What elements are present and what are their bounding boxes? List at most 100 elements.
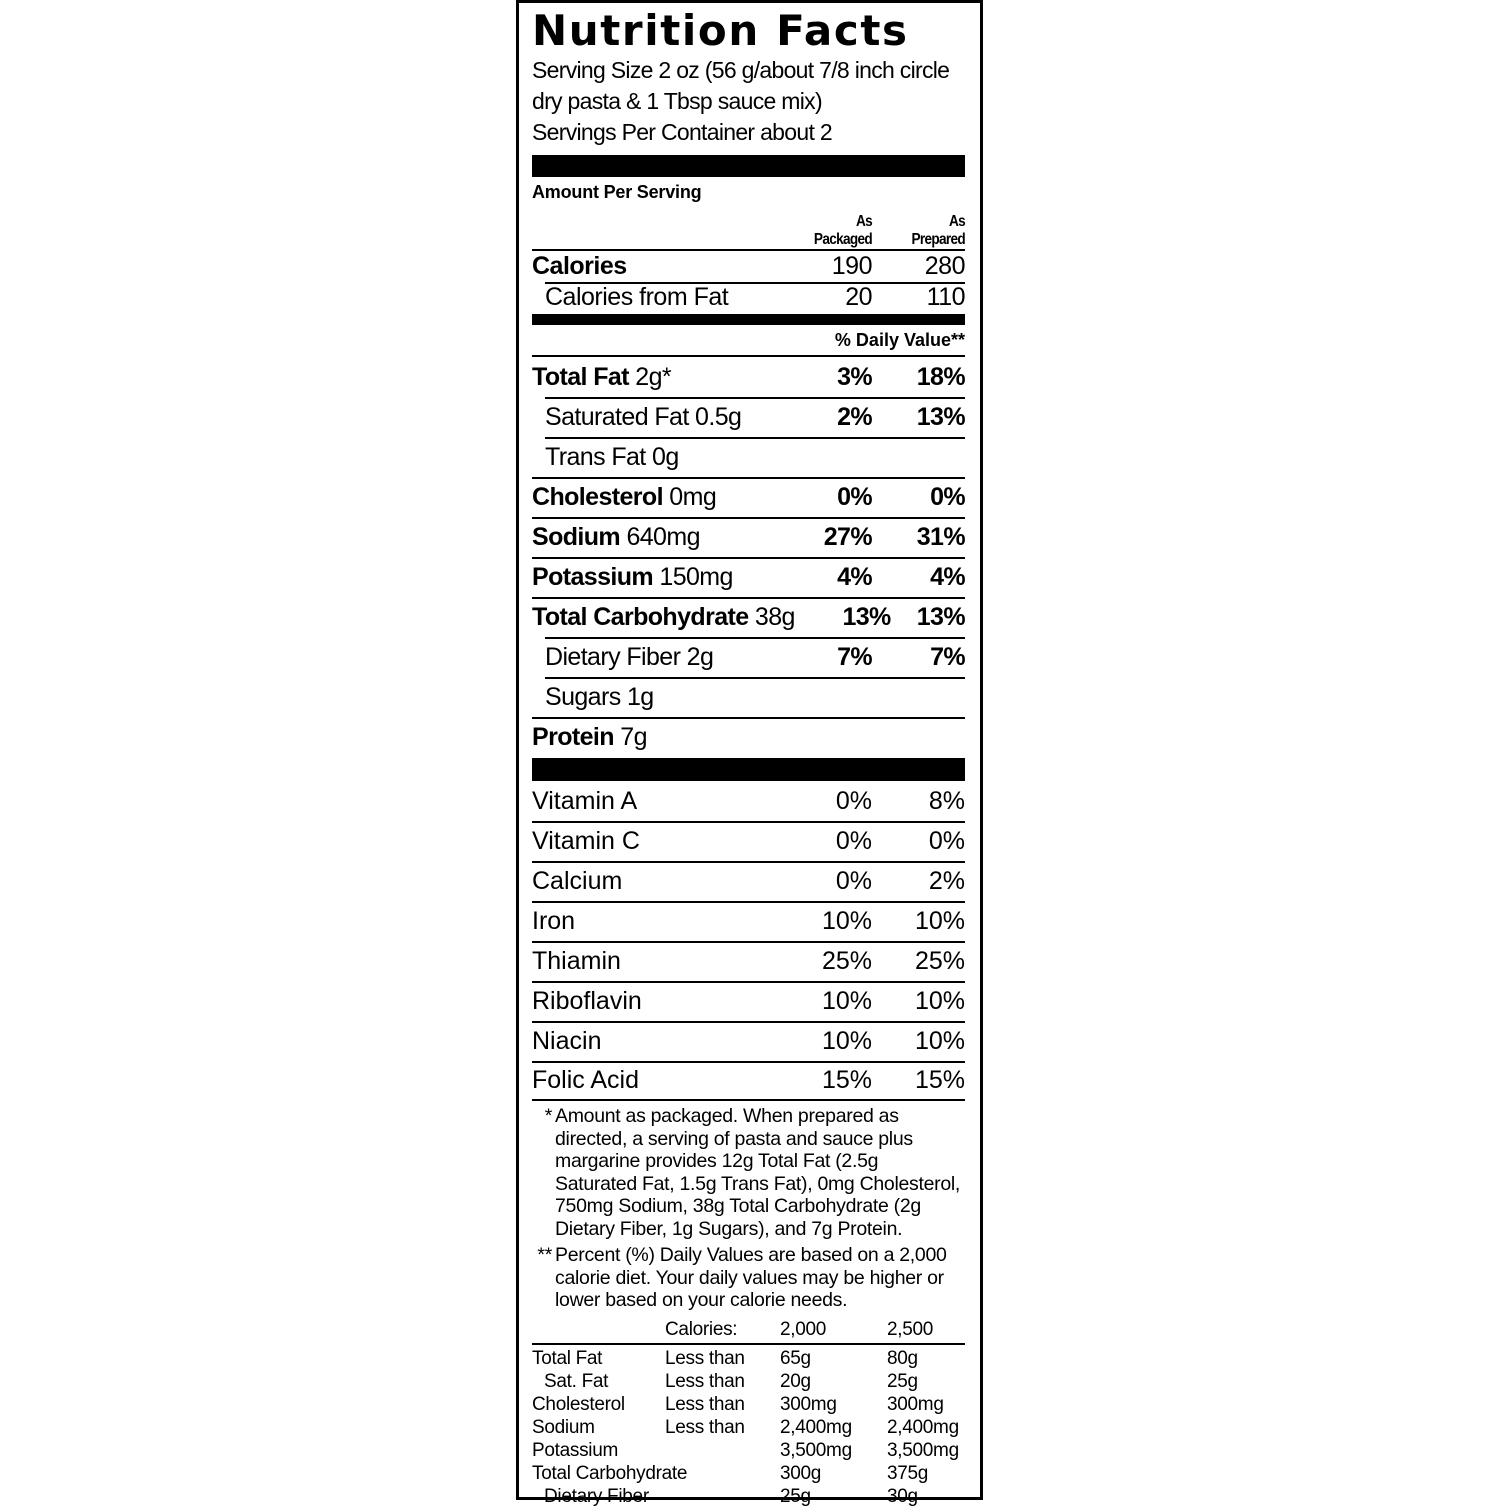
nutrient-row: Saturated Fat 0.5g 2% 13% bbox=[532, 397, 966, 437]
nutrient-label: Total Carbohydrate 38g bbox=[532, 603, 795, 632]
nutrient-name: Protein bbox=[532, 722, 615, 751]
footnote-text: Percent (%) Daily Values are based on a … bbox=[555, 1244, 947, 1311]
vitamin-dv-packaged: 10% bbox=[821, 906, 872, 935]
reference-table-header: Calories: 2,000 2,500 bbox=[532, 1318, 965, 1345]
daily-value-reference-table: Calories: 2,000 2,500 Total Fat Less than 65g… bbox=[532, 1318, 965, 1508]
serving-size: Serving Size 2 oz (56 g/about 7/8 inch c… bbox=[532, 57, 950, 114]
nutrient-name: Cholesterol bbox=[532, 482, 664, 511]
daily-value-heading: % Daily Value** bbox=[834, 329, 965, 350]
nutrient-dv-prepared: 31% bbox=[916, 522, 966, 551]
reference-table-row: Sat. Fat Less than 20g 25g bbox=[532, 1370, 965, 1393]
vitamin-name: Iron bbox=[532, 906, 576, 935]
column-header-line: Packaged bbox=[813, 231, 873, 248]
nutrient-dv-prepared: 18% bbox=[916, 362, 966, 391]
nutrient-amount: 7g bbox=[620, 722, 647, 751]
nutrient-dv-prepared: 13% bbox=[916, 602, 966, 631]
reference-cell: Sat. Fat bbox=[544, 1370, 609, 1392]
nutrient-row: Total Carbohydrate 38g 13% 13% bbox=[532, 597, 966, 637]
reference-cell: 20g bbox=[780, 1370, 811, 1392]
nutrient-dv-packaged: 7% bbox=[837, 642, 873, 671]
vitamin-row: Niacin 10% 10% bbox=[532, 1021, 965, 1061]
reference-cell: Less than bbox=[665, 1347, 745, 1369]
reference-cell bbox=[665, 1462, 780, 1485]
vitamin-row: Thiamin 25% 25% bbox=[532, 941, 965, 981]
reference-cell: 300g bbox=[780, 1462, 822, 1484]
vitamin-name: Niacin bbox=[532, 1026, 602, 1055]
nutrient-label: Sugars 1g bbox=[532, 683, 752, 712]
reference-cell: 25g bbox=[780, 1485, 811, 1507]
reference-cell: 65g bbox=[780, 1347, 811, 1369]
nutrient-amount: 640mg bbox=[626, 522, 700, 551]
reference-cell: 3,500mg bbox=[780, 1439, 852, 1461]
servings-per-container: Servings Per Container about 2 bbox=[532, 119, 833, 145]
vitamin-dv-packaged: 0% bbox=[835, 786, 872, 815]
vitamin-dv-packaged: 25% bbox=[821, 946, 872, 975]
nutrient-row: Cholesterol 0mg 0% 0% bbox=[532, 477, 966, 517]
reference-cell: 2,400mg bbox=[887, 1416, 959, 1438]
reference-cell: Less than bbox=[665, 1416, 745, 1438]
calories-packaged: 190 bbox=[831, 252, 873, 280]
footnote-marker: * bbox=[544, 1105, 553, 1127]
vitamin-dv-packaged: 10% bbox=[821, 986, 872, 1015]
nutrient-row: Sugars 1g bbox=[532, 677, 965, 717]
nutrient-list: Total Fat 2g* 3% 18% Saturated Fat 0.5g 2% 13… bbox=[532, 357, 966, 757]
nutrient-name: Total Carbohydrate bbox=[532, 602, 749, 631]
nutrient-amount: 2g* bbox=[635, 362, 672, 391]
nutrient-name: Dietary Fiber bbox=[545, 642, 681, 671]
reference-header-cell: Calories: bbox=[665, 1318, 738, 1340]
nutrient-dv-prepared: 0% bbox=[930, 482, 966, 511]
nutrient-name: Potassium bbox=[532, 562, 654, 591]
nutrient-label: Total Fat 2g* bbox=[532, 363, 752, 392]
label-title: Nutrition Facts bbox=[532, 6, 909, 55]
nutrient-row: Dietary Fiber 2g 7% 7% bbox=[532, 637, 966, 677]
vitamin-dv-prepared: 10% bbox=[914, 906, 965, 935]
reference-cell: Cholesterol bbox=[532, 1393, 625, 1415]
nutrient-dv-packaged: 3% bbox=[837, 362, 873, 391]
vitamin-dv-prepared: 2% bbox=[928, 866, 965, 895]
vitamin-dv-packaged: 0% bbox=[835, 866, 872, 895]
calories-prepared: 280 bbox=[924, 252, 966, 280]
calories-from-fat-packaged: 20 bbox=[845, 283, 872, 311]
nutrient-amount: 38g bbox=[754, 602, 796, 631]
reference-table-row: Sodium Less than 2,400mg 2,400mg bbox=[532, 1416, 965, 1439]
reference-cell: Less than bbox=[665, 1370, 745, 1392]
reference-header-cell: 2,500 bbox=[887, 1318, 934, 1340]
reference-cell: Less than bbox=[665, 1393, 745, 1415]
reference-cell: 3,500mg bbox=[887, 1439, 959, 1461]
footnote-marker: ** bbox=[537, 1244, 552, 1266]
reference-table-row: Cholesterol Less than 300mg 300mg bbox=[532, 1393, 965, 1416]
daily-value-header: % Daily Value** bbox=[532, 325, 965, 357]
calories-from-fat-row: Calories from Fat 20 110 bbox=[532, 282, 966, 313]
nutrient-row: Protein 7g bbox=[532, 717, 965, 757]
reference-cell: Potassium bbox=[532, 1439, 619, 1461]
nutrient-dv-packaged: 0% bbox=[837, 482, 873, 511]
reference-cell bbox=[665, 1439, 780, 1462]
vitamin-dv-packaged: 15% bbox=[821, 1065, 872, 1094]
vitamin-dv-prepared: 10% bbox=[914, 986, 965, 1015]
vitamin-name: Calcium bbox=[532, 866, 623, 895]
reference-cell: Total Fat bbox=[532, 1347, 603, 1369]
column-header-prepared: As Prepared bbox=[886, 213, 965, 249]
column-header-line: As bbox=[948, 213, 966, 230]
vitamin-name: Riboflavin bbox=[532, 986, 642, 1015]
vitamin-dv-prepared: 8% bbox=[928, 786, 965, 815]
nutrient-dv-prepared: 7% bbox=[930, 642, 966, 671]
reference-cell: 25g bbox=[887, 1370, 918, 1392]
reference-cell: 300mg bbox=[780, 1393, 837, 1415]
footnotes: * Amount as packaged. When prepared as di… bbox=[532, 1105, 965, 1312]
nutrient-label: Protein 7g bbox=[532, 723, 752, 752]
column-header-line: Prepared bbox=[911, 231, 965, 248]
nutrient-label: Trans Fat 0g bbox=[532, 443, 752, 472]
reference-header-cell: 2,000 bbox=[780, 1318, 827, 1340]
nutrient-row: Total Fat 2g* 3% 18% bbox=[532, 357, 966, 397]
footnote: ** Percent (%) Daily Values are based on … bbox=[532, 1244, 965, 1312]
nutrient-amount: 2g bbox=[686, 642, 714, 671]
column-header-packaged: As Packaged bbox=[583, 213, 873, 249]
thick-divider bbox=[532, 758, 965, 781]
column-header-line: As bbox=[855, 213, 873, 230]
vitamin-dv-prepared: 25% bbox=[914, 946, 965, 975]
medium-divider bbox=[532, 314, 965, 325]
vitamin-row: Iron 10% 10% bbox=[532, 901, 965, 941]
nutrient-row: Trans Fat 0g bbox=[532, 437, 965, 477]
calories-from-fat-prepared: 110 bbox=[926, 283, 966, 311]
